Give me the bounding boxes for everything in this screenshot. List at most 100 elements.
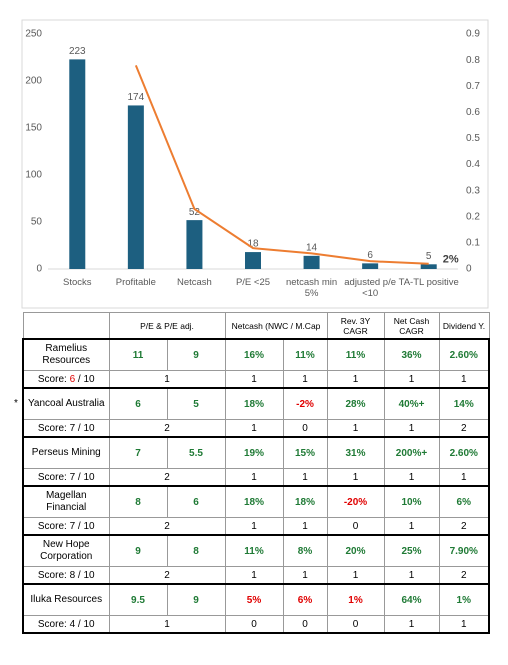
metric-cell: 9 bbox=[166, 583, 226, 616]
company-name: Yancoal Australia bbox=[22, 387, 110, 420]
sub-score: 1 bbox=[438, 370, 491, 389]
sub-score: 1 bbox=[108, 370, 226, 389]
bar bbox=[186, 220, 203, 269]
sub-score: 0 bbox=[282, 615, 328, 634]
score-suffix: / 10 bbox=[77, 422, 95, 434]
sub-score: 1 bbox=[326, 468, 385, 487]
metric-cell: -2% bbox=[282, 387, 328, 420]
score-cell: Score: 7 / 10 bbox=[22, 419, 110, 438]
score-value: 8 bbox=[69, 569, 76, 581]
sub-score: 0 bbox=[326, 517, 385, 536]
data-label: 5 bbox=[426, 251, 432, 262]
header-row: P/E & P/E adj. Netcash (NWC / M.Cap Rev. 3… bbox=[22, 312, 490, 340]
company-row: New Hope Corporation 9 8 11% 8% 20% 25% 7.90% bbox=[22, 534, 491, 567]
sub-score: 0 bbox=[282, 419, 328, 438]
sub-score: 1 bbox=[383, 468, 440, 487]
metric-cell: 11% bbox=[282, 338, 328, 371]
score-value: 7 bbox=[69, 471, 76, 483]
y-tick-label: 150 bbox=[25, 123, 42, 134]
x-tick-label: adjusted p/e <10 bbox=[344, 277, 397, 299]
sub-score: 1 bbox=[326, 370, 385, 389]
y-tick-label: 100 bbox=[25, 170, 42, 181]
metric-cell: 11% bbox=[326, 338, 385, 371]
x-tick-label: Stocks bbox=[63, 277, 92, 288]
company-name: Ramelius Resources bbox=[22, 338, 110, 371]
sub-score: 2 bbox=[438, 517, 491, 536]
score-row: Score: 8 / 10 2 1 1 1 1 2 bbox=[22, 566, 491, 585]
x-tick-label: netcash min 5% bbox=[285, 277, 338, 299]
metric-cell: 25% bbox=[383, 534, 440, 567]
metric-cell: 19% bbox=[224, 436, 284, 469]
row-mark: * bbox=[14, 398, 18, 409]
metric-cell: 31% bbox=[326, 436, 385, 469]
header-cell bbox=[22, 312, 110, 340]
sub-score: 1 bbox=[108, 615, 226, 634]
y2-tick-label: 0 bbox=[466, 264, 472, 275]
sub-score: 0 bbox=[326, 615, 385, 634]
bar bbox=[362, 263, 379, 269]
metric-cell: 6 bbox=[166, 485, 226, 518]
metric-cell: 20% bbox=[326, 534, 385, 567]
y2-tick-label: 0.2 bbox=[466, 211, 480, 222]
metric-cell: 8% bbox=[282, 534, 328, 567]
metric-cell: 7.90% bbox=[438, 534, 491, 567]
metric-cell: 10% bbox=[383, 485, 440, 518]
metric-cell: 6% bbox=[282, 583, 328, 616]
score-row: Score: 7 / 10 2 1 1 0 1 2 bbox=[22, 517, 491, 536]
score-cell: Score: 6 / 10 bbox=[22, 370, 110, 389]
metric-cell: 64% bbox=[383, 583, 440, 616]
metric-cell: 14% bbox=[438, 387, 491, 420]
score-row: Score: 6 / 10 1 1 1 1 1 1 bbox=[22, 370, 491, 389]
bar bbox=[69, 59, 86, 269]
sub-score: 2 bbox=[108, 468, 226, 487]
sub-score: 1 bbox=[326, 566, 385, 585]
sub-score: 2 bbox=[438, 419, 491, 438]
x-tick-label: Profitable bbox=[115, 277, 156, 288]
company-row: Ramelius Resources 11 9 16% 11% 11% 36% 2.60% bbox=[22, 338, 491, 371]
sub-score: 2 bbox=[108, 419, 226, 438]
metric-cell: 18% bbox=[224, 485, 284, 518]
bar bbox=[245, 252, 261, 269]
metric-cell: 8 bbox=[166, 534, 226, 567]
data-label: 6 bbox=[367, 250, 373, 261]
bar bbox=[420, 264, 437, 269]
company-name: New Hope Corporation bbox=[22, 534, 110, 567]
company-row: Iluka Resources 9.5 9 5% 6% 1% 64% 1% bbox=[22, 583, 491, 616]
y2-tick-label: 0.7 bbox=[466, 81, 480, 92]
header-cell: Rev. 3Y CAGR bbox=[326, 312, 385, 340]
data-label: 14 bbox=[306, 242, 318, 253]
x-tick-label: Netcash bbox=[176, 277, 212, 288]
sub-score: 2 bbox=[108, 517, 226, 536]
score-value: 6 bbox=[69, 373, 76, 385]
header-cell: Netcash (NWC / M.Cap bbox=[224, 312, 328, 340]
score-suffix: / 10 bbox=[77, 520, 95, 532]
sub-score: 1 bbox=[224, 517, 284, 536]
sub-score: 0 bbox=[224, 615, 284, 634]
chart-frame bbox=[21, 19, 489, 309]
metric-cell: 9 bbox=[166, 338, 226, 371]
sub-score: 1 bbox=[383, 517, 440, 536]
company-row: Perseus Mining 7 5.5 19% 15% 31% 200%+ 2.60% bbox=[22, 436, 491, 469]
metric-cell: 2.60% bbox=[438, 338, 491, 371]
sub-score: 1 bbox=[438, 468, 491, 487]
y2-tick-label: 0.5 bbox=[466, 133, 480, 144]
sub-score: 1 bbox=[282, 517, 328, 536]
y-tick-label: 0 bbox=[36, 264, 42, 275]
header-cell: Net Cash CAGR bbox=[383, 312, 440, 340]
chart: 0 50 100 150 200 250 0 0.1 0.2 0.3 0.4 0.5 0.6 0.7 0.8… bbox=[21, 19, 489, 309]
sub-score: 1 bbox=[224, 419, 284, 438]
company-name: Iluka Resources bbox=[22, 583, 110, 616]
header-cell: P/E & P/E adj. bbox=[108, 312, 226, 340]
sub-score: 1 bbox=[224, 566, 284, 585]
y2-tick-label: 0.3 bbox=[466, 185, 480, 196]
metric-cell: 8 bbox=[108, 485, 168, 518]
y2-tick-label: 0.4 bbox=[466, 159, 480, 170]
score-prefix: Score: bbox=[37, 569, 67, 581]
metric-cell: 15% bbox=[282, 436, 328, 469]
x-tick-label: P/E <25 bbox=[235, 277, 271, 288]
score-value: 4 bbox=[69, 618, 76, 630]
score-prefix: Score: bbox=[37, 373, 67, 385]
metric-cell: 2.60% bbox=[438, 436, 491, 469]
y2-tick-label: 0.6 bbox=[466, 107, 480, 118]
